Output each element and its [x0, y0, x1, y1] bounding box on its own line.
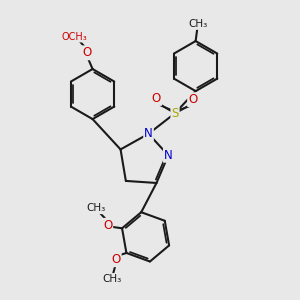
Text: N: N: [144, 127, 153, 140]
Text: OCH₃: OCH₃: [61, 32, 87, 42]
Text: O: O: [82, 46, 91, 59]
Text: CH₃: CH₃: [102, 274, 121, 284]
Text: CH₃: CH₃: [188, 19, 208, 29]
Text: O: O: [112, 253, 121, 266]
Text: O: O: [152, 92, 161, 105]
Text: S: S: [171, 107, 179, 120]
Text: CH₃: CH₃: [86, 203, 105, 213]
Text: N: N: [164, 149, 172, 162]
Text: O: O: [188, 93, 197, 106]
Text: O: O: [103, 219, 112, 232]
